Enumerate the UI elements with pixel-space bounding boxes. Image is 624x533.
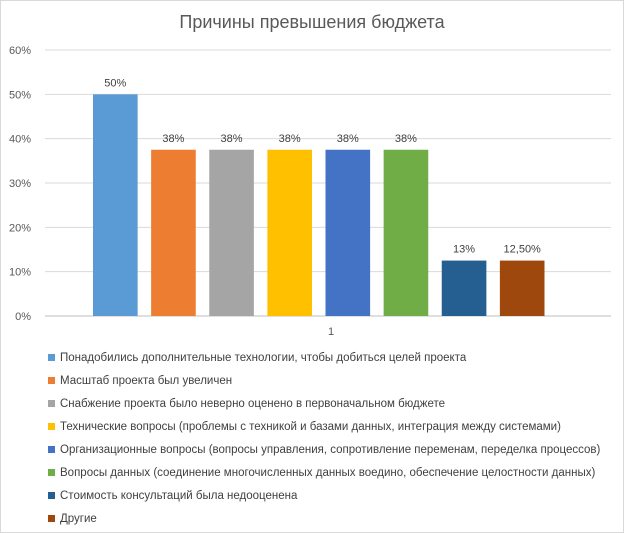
legend-swatch [48,354,55,361]
legend-label: Понадобились дополнительные технологии, … [60,351,467,364]
data-label: 38% [162,133,184,145]
data-label: 38% [395,133,417,145]
legend-swatch [48,492,55,499]
bar [441,260,487,316]
legend-item: Вопросы данных (соединение многочисленны… [48,461,600,484]
y-tick-label: 50% [9,89,31,101]
legend-item: Организационные вопросы (вопросы управле… [48,438,600,461]
legend-item: Понадобились дополнительные технологии, … [48,346,600,369]
data-label: 38% [221,133,243,145]
legend-swatch [48,469,55,476]
legend-item: Масштаб проекта был увеличен [48,369,600,392]
legend-swatch [48,400,55,407]
legend-swatch [48,515,55,522]
data-label: 12,50% [504,244,542,256]
data-label: 38% [279,133,301,145]
legend-item: Технические вопросы (проблемы с техникой… [48,415,600,438]
y-tick-label: 60% [9,45,31,57]
chart-title: Причины превышения бюджета [179,12,445,32]
y-tick-label: 20% [9,222,31,234]
plot-area: 0% 10% 20% 30% 40% 50% 60% 50% 38% 38% 38% 38% 38% 13… [9,45,611,338]
legend-label: Масштаб проекта был увеличен [60,374,233,387]
legend-label: Вопросы данных (соединение многочисленны… [60,466,596,479]
legend-item: Стоимость консультаций была недооценена [48,484,600,507]
legend-label: Снабжение проекта было неверно оценено в… [60,397,445,410]
legend-label: Стоимость консультаций была недооценена [60,489,298,502]
legend-swatch [48,377,55,384]
legend-item: Снабжение проекта было неверно оценено в… [48,392,600,415]
bar [267,149,312,316]
legend-item: Другие [48,507,600,530]
legend: Понадобились дополнительные технологии, … [48,346,600,530]
legend-swatch [48,446,55,453]
y-tick-label: 10% [9,267,31,279]
bar [151,149,196,316]
bar [325,149,371,316]
y-tick-label: 0% [15,311,31,323]
y-tick-label: 40% [9,134,31,146]
data-label: 13% [453,244,475,256]
data-label: 38% [337,133,359,145]
legend-label: Технические вопросы (проблемы с техникой… [60,420,561,433]
bar [93,94,138,316]
bar [499,260,545,316]
legend-label: Другие [60,512,97,525]
legend-label: Организационные вопросы (вопросы управле… [60,443,601,456]
bar [383,149,429,316]
y-tick-label: 30% [9,178,31,190]
legend-swatch [48,423,55,430]
data-label: 50% [104,77,126,89]
x-tick-label: 1 [328,326,334,338]
bar [209,149,254,316]
